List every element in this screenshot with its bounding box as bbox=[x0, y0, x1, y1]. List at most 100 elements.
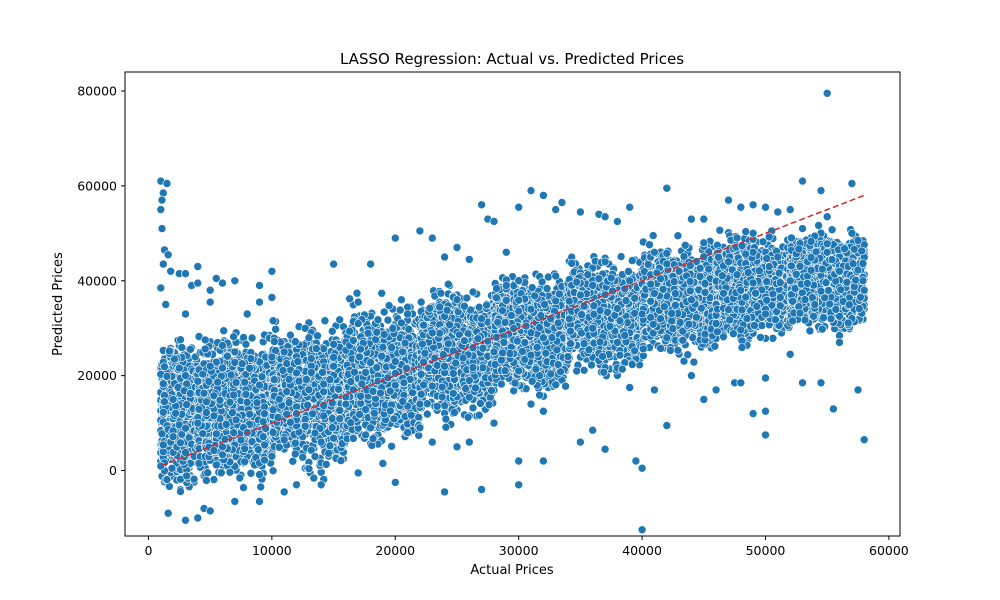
data-point bbox=[309, 473, 319, 483]
data-point bbox=[160, 397, 169, 406]
data-point bbox=[319, 411, 329, 421]
data-point bbox=[213, 377, 222, 387]
data-point bbox=[181, 423, 190, 433]
data-point bbox=[400, 338, 410, 348]
data-point bbox=[294, 376, 304, 386]
data-point bbox=[176, 487, 185, 496]
chart-title: LASSO Regression: Actual vs. Predicted P… bbox=[340, 50, 684, 68]
data-point bbox=[303, 400, 312, 410]
data-point bbox=[327, 423, 337, 432]
data-point bbox=[286, 418, 295, 427]
data-point bbox=[159, 440, 168, 450]
data-point bbox=[212, 460, 221, 470]
data-point bbox=[202, 476, 211, 485]
data-point bbox=[159, 379, 168, 389]
data-point bbox=[288, 456, 298, 466]
data-point bbox=[218, 363, 227, 373]
data-point bbox=[279, 435, 289, 445]
data-point bbox=[269, 375, 279, 384]
data-point bbox=[260, 409, 269, 419]
data-point bbox=[352, 288, 362, 298]
data-point bbox=[217, 468, 226, 478]
data-point bbox=[240, 457, 249, 467]
data-point bbox=[327, 326, 337, 336]
data-point bbox=[260, 455, 269, 465]
data-point bbox=[245, 363, 254, 373]
data-point bbox=[223, 351, 232, 361]
data-point bbox=[363, 328, 373, 338]
data-point bbox=[390, 357, 400, 366]
data-point bbox=[282, 359, 292, 368]
data-point bbox=[361, 368, 370, 377]
data-point bbox=[229, 390, 238, 400]
data-point bbox=[385, 406, 395, 416]
data-point bbox=[406, 410, 416, 420]
data-point bbox=[255, 470, 264, 479]
data-point bbox=[235, 473, 245, 483]
data-point bbox=[327, 414, 337, 423]
data-point bbox=[348, 336, 358, 345]
data-point bbox=[404, 324, 414, 334]
data-point bbox=[298, 452, 308, 462]
data-point bbox=[321, 460, 331, 469]
data-point bbox=[389, 414, 399, 424]
data-point bbox=[162, 475, 172, 484]
data-point bbox=[209, 411, 219, 421]
data-point bbox=[156, 461, 166, 471]
data-point bbox=[282, 387, 292, 396]
data-point bbox=[221, 420, 231, 429]
data-point bbox=[257, 372, 267, 382]
data-point bbox=[397, 318, 406, 328]
data-point bbox=[302, 375, 311, 384]
data-point bbox=[268, 428, 278, 437]
data-point bbox=[240, 444, 249, 454]
data-point bbox=[372, 327, 382, 337]
data-point bbox=[373, 315, 383, 325]
data-point bbox=[209, 446, 219, 455]
data-point bbox=[345, 326, 354, 336]
data-point bbox=[414, 413, 424, 422]
data-point bbox=[182, 400, 191, 409]
data-point bbox=[346, 377, 356, 386]
data-point bbox=[310, 452, 320, 461]
data-point bbox=[165, 346, 174, 356]
data-point bbox=[383, 315, 393, 325]
data-point bbox=[379, 307, 389, 317]
data-point bbox=[290, 449, 300, 459]
data-point bbox=[199, 388, 209, 398]
data-point bbox=[212, 429, 221, 439]
data-point bbox=[345, 294, 354, 304]
data-point bbox=[290, 438, 300, 448]
data-point bbox=[239, 483, 248, 492]
data-point bbox=[175, 363, 184, 373]
data-point bbox=[229, 332, 238, 342]
data-point bbox=[228, 408, 237, 417]
data-point bbox=[284, 374, 294, 384]
data-point bbox=[219, 326, 228, 336]
data-point bbox=[310, 428, 320, 438]
data-point bbox=[242, 397, 252, 407]
data-point bbox=[356, 344, 366, 354]
points-layer bbox=[156, 89, 869, 535]
data-point bbox=[241, 339, 251, 349]
data-point bbox=[379, 330, 389, 339]
data-point bbox=[162, 372, 172, 381]
data-point bbox=[318, 368, 327, 377]
data-point bbox=[241, 390, 251, 399]
data-point bbox=[256, 482, 266, 492]
data-point bbox=[204, 377, 214, 386]
data-point bbox=[377, 351, 387, 361]
data-point bbox=[462, 293, 472, 303]
data-point bbox=[246, 468, 256, 478]
data-point bbox=[306, 354, 316, 363]
data-point bbox=[226, 370, 236, 380]
data-point bbox=[271, 324, 280, 334]
data-point bbox=[160, 362, 169, 372]
data-point bbox=[304, 464, 314, 474]
data-point bbox=[324, 448, 333, 458]
data-point bbox=[194, 459, 204, 468]
data-point bbox=[387, 343, 396, 352]
data-point bbox=[335, 315, 345, 325]
data-point bbox=[268, 405, 278, 415]
